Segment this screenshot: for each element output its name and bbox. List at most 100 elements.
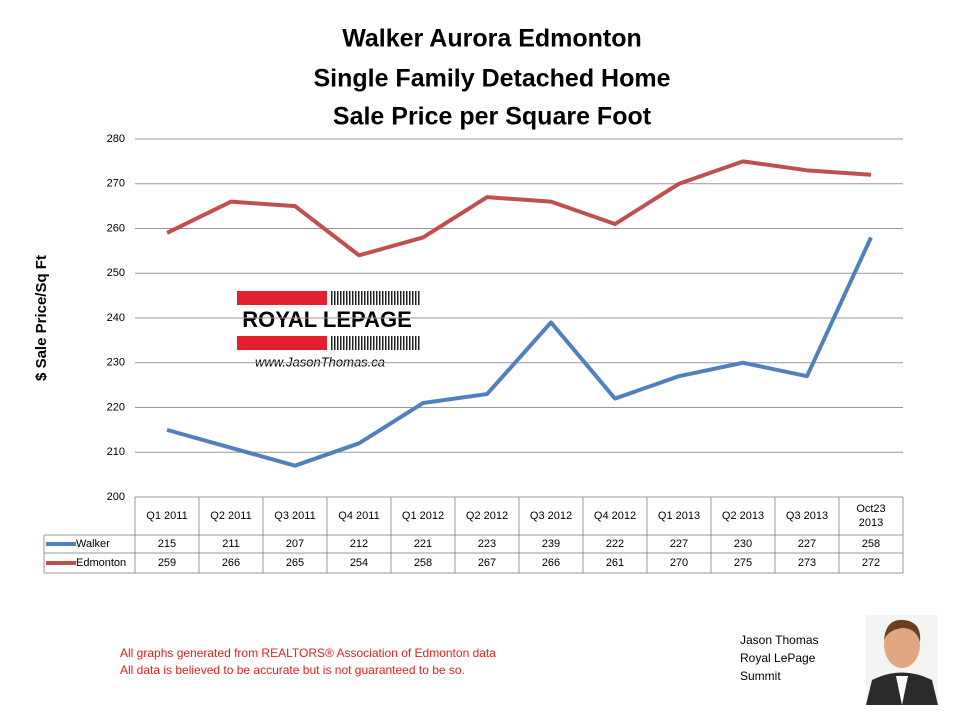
signature: Jason Thomas bbox=[740, 633, 819, 647]
y-axis-label: $ Sale Price/Sq Ft bbox=[33, 255, 50, 381]
x-tick-label: Q4 2012 bbox=[593, 510, 637, 522]
photo-face bbox=[884, 622, 920, 668]
barcode-line bbox=[334, 291, 336, 305]
barcode-line bbox=[343, 291, 345, 305]
logo-bar bbox=[237, 291, 327, 305]
table-value: 215 bbox=[158, 538, 176, 550]
y-tick-label: 250 bbox=[107, 267, 125, 279]
x-tick-cell: Q1 2011 bbox=[135, 498, 199, 534]
footer-note: All graphs generated from REALTORS® Asso… bbox=[120, 646, 496, 660]
x-tick-label: Q3 2013 bbox=[785, 510, 829, 522]
barcode-line bbox=[418, 336, 420, 350]
x-tick-cell: Oct23 2013 bbox=[839, 498, 903, 534]
x-tick-label: Q2 2013 bbox=[721, 510, 765, 522]
barcode-line bbox=[373, 336, 375, 350]
x-tick-label-box: Q1 2011 bbox=[135, 498, 199, 534]
table-value: 239 bbox=[542, 538, 560, 550]
barcode-line bbox=[370, 336, 372, 350]
barcode-line bbox=[364, 336, 366, 350]
barcode-line bbox=[352, 291, 354, 305]
barcode-line bbox=[340, 291, 342, 305]
table-value: 207 bbox=[286, 538, 304, 550]
barcode-line bbox=[367, 336, 369, 350]
barcode-line bbox=[364, 291, 366, 305]
x-tick-label-box: Q2 2012 bbox=[455, 498, 519, 534]
barcode-line bbox=[409, 336, 411, 350]
barcode-line bbox=[361, 291, 363, 305]
barcode-line bbox=[331, 291, 333, 305]
table-value: 211 bbox=[222, 538, 240, 550]
x-tick-cell: Q2 2013 bbox=[711, 498, 775, 534]
legend-label: Edmonton bbox=[76, 557, 126, 569]
table-value: 230 bbox=[734, 538, 752, 550]
barcode-line bbox=[400, 336, 402, 350]
barcode-line bbox=[355, 336, 357, 350]
y-tick-label: 280 bbox=[107, 133, 125, 145]
barcode-line bbox=[388, 291, 390, 305]
barcode-line bbox=[400, 291, 402, 305]
barcode-line bbox=[340, 336, 342, 350]
series-line bbox=[166, 236, 873, 468]
barcode-line bbox=[367, 291, 369, 305]
x-tick-cell: Q3 2012 bbox=[519, 498, 583, 534]
legend-label: Walker bbox=[76, 538, 110, 550]
logo-brand: ROYAL LEPAGE bbox=[242, 307, 412, 332]
barcode-line bbox=[415, 336, 417, 350]
y-tick-label: 270 bbox=[107, 178, 125, 190]
table-value: 273 bbox=[798, 557, 816, 569]
x-tick-cell: Q1 2012 bbox=[391, 498, 455, 534]
x-tick-label-box: Q4 2012 bbox=[593, 510, 637, 522]
barcode-line bbox=[418, 291, 420, 305]
x-tick-label-box: Q1 2013 bbox=[657, 510, 701, 522]
x-tick-cell: Q4 2011 bbox=[327, 498, 391, 534]
photo-hair bbox=[884, 619, 921, 642]
series-line bbox=[166, 159, 872, 258]
y-tick-label: 260 bbox=[107, 222, 125, 234]
barcode-line bbox=[355, 291, 357, 305]
barcode-line bbox=[391, 291, 393, 305]
x-tick-label-box: Q2 2011 bbox=[210, 510, 252, 522]
barcode-line bbox=[349, 291, 351, 305]
barcode-line bbox=[415, 291, 417, 305]
y-tick-label: 240 bbox=[107, 312, 125, 324]
barcode-line bbox=[373, 291, 375, 305]
barcode-line bbox=[376, 291, 378, 305]
barcode-line bbox=[406, 291, 408, 305]
barcode-line bbox=[412, 291, 414, 305]
table-value: 261 bbox=[606, 557, 624, 569]
table-value: 212 bbox=[350, 538, 368, 550]
photo-shirt bbox=[896, 676, 908, 705]
y-tick-label: 220 bbox=[107, 401, 125, 413]
table-value: 258 bbox=[862, 538, 880, 550]
barcode-line bbox=[346, 336, 348, 350]
table-value: 267 bbox=[478, 557, 496, 569]
barcode-line bbox=[394, 336, 396, 350]
x-tick-label: Q1 2012 bbox=[401, 510, 445, 522]
table-value: 227 bbox=[798, 538, 816, 550]
photo bbox=[866, 615, 938, 705]
barcode-line bbox=[382, 336, 384, 350]
table-value: 265 bbox=[286, 557, 304, 569]
x-tick-label: Q2 2011 bbox=[210, 510, 252, 522]
table-value: 275 bbox=[734, 557, 752, 569]
table-value: 221 bbox=[414, 538, 432, 550]
x-tick-label: Q1 2013 bbox=[657, 510, 701, 522]
table-value: 266 bbox=[542, 557, 560, 569]
barcode-line bbox=[346, 291, 348, 305]
x-tick-cell: Q2 2012 bbox=[455, 498, 519, 534]
x-tick-label-box: Q3 2012 bbox=[519, 498, 583, 534]
table-value: 222 bbox=[606, 538, 624, 550]
table-value: 270 bbox=[670, 557, 688, 569]
barcode-line bbox=[343, 336, 345, 350]
x-tick-label: Q1 2011 bbox=[146, 510, 188, 522]
x-tick-label-box: Q2 2013 bbox=[711, 498, 775, 534]
table-value: 227 bbox=[670, 538, 688, 550]
barcode-line bbox=[334, 336, 336, 350]
barcode-line bbox=[337, 291, 339, 305]
x-tick-label-box: Q3 2013 bbox=[785, 510, 829, 522]
barcode-line bbox=[352, 336, 354, 350]
y-tick-label: 230 bbox=[107, 357, 125, 369]
barcode-line bbox=[337, 336, 339, 350]
